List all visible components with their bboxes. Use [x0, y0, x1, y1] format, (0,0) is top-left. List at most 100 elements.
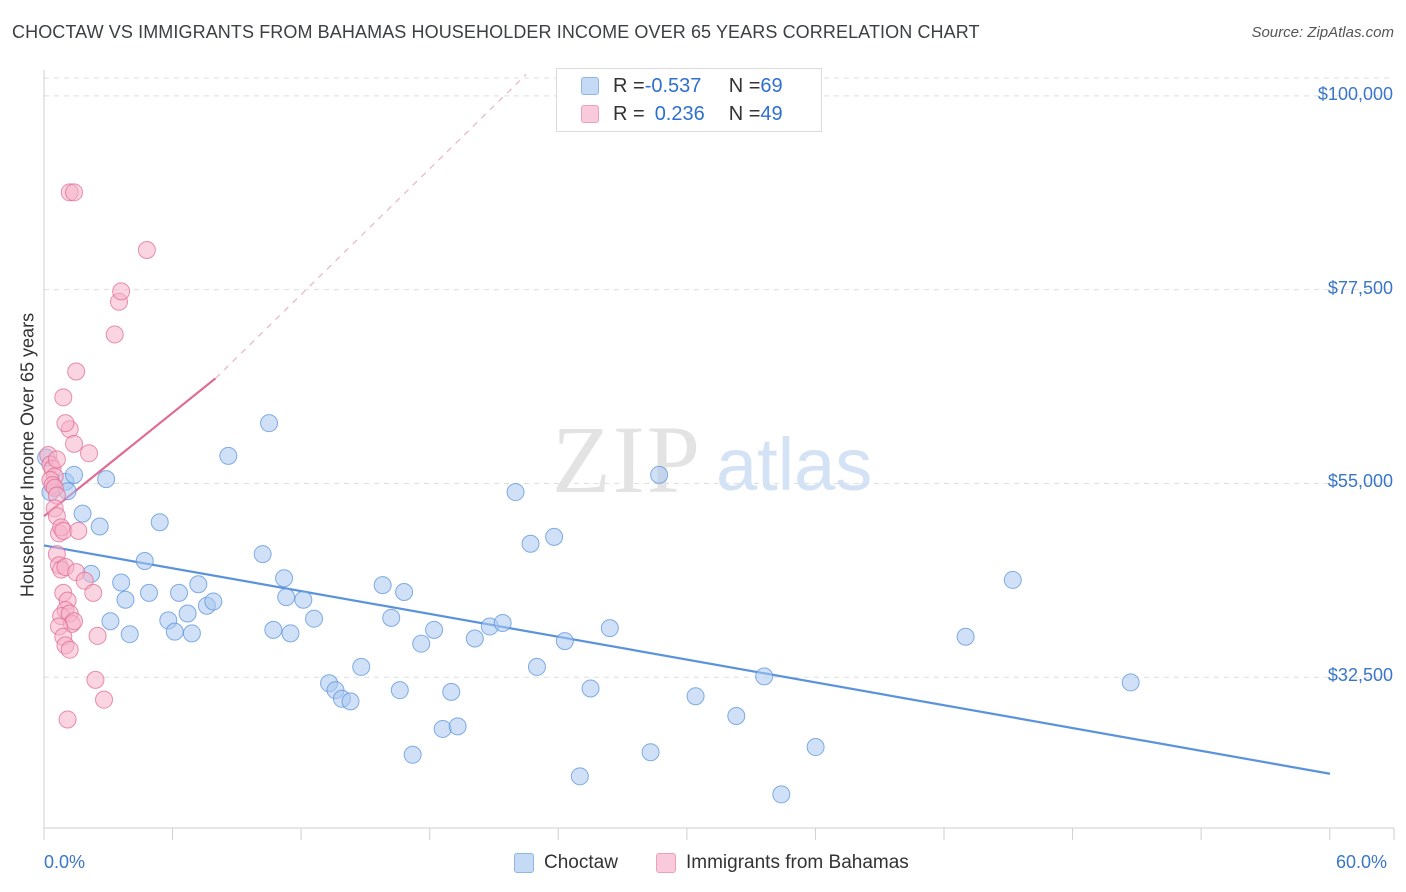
- point-choctaw: [101, 612, 120, 631]
- x-tick-label-min: 0.0%: [44, 852, 86, 872]
- point-choctaw: [1003, 570, 1022, 589]
- point-choctaw: [373, 576, 392, 595]
- legend-n-value: 69: [760, 74, 783, 97]
- point-choctaw: [600, 619, 619, 638]
- point-choctaw: [294, 590, 313, 609]
- point-choctaw: [521, 534, 540, 553]
- series-legend: Choctaw Immigrants from Bahamas: [0, 852, 1406, 878]
- point-bahamas: [65, 434, 84, 453]
- point-bahamas: [105, 325, 124, 344]
- point-choctaw: [412, 634, 431, 653]
- trend-line-0: [43, 544, 1331, 775]
- point-choctaw: [189, 575, 208, 594]
- grid-lines: [44, 77, 1394, 678]
- legend-swatch-choctaw: [514, 853, 534, 873]
- point-bahamas: [80, 444, 99, 463]
- point-choctaw: [465, 629, 484, 648]
- point-choctaw: [120, 625, 139, 644]
- legend-n-value: 49: [760, 102, 783, 125]
- point-bahamas: [65, 183, 84, 202]
- y-tick-label: $77,500: [1327, 277, 1393, 298]
- point-choctaw: [425, 620, 444, 639]
- point-choctaw: [281, 624, 300, 643]
- point-choctaw: [305, 609, 324, 628]
- point-choctaw: [755, 667, 774, 686]
- point-choctaw: [395, 582, 414, 601]
- trend-extension-1: [215, 73, 527, 379]
- point-bahamas: [58, 710, 77, 729]
- legend-row-bahamas: R = 0.236 N = 49: [581, 101, 783, 127]
- point-choctaw: [140, 583, 159, 602]
- point-choctaw: [545, 527, 564, 546]
- point-bahamas: [112, 282, 131, 301]
- point-bahamas: [54, 388, 73, 407]
- point-choctaw: [570, 767, 589, 786]
- data-points: [37, 183, 1140, 804]
- point-choctaw: [555, 632, 574, 651]
- point-bahamas: [88, 626, 107, 645]
- point-choctaw: [170, 583, 189, 602]
- point-choctaw: [97, 470, 116, 489]
- point-choctaw: [260, 414, 279, 433]
- correlation-legend: R = -0.537 N = 69 R = 0.236 N = 49: [556, 68, 822, 132]
- point-bahamas: [56, 414, 75, 433]
- point-choctaw: [956, 627, 975, 646]
- legend-swatch-bahamas: [581, 105, 599, 123]
- legend-n-label: N =: [728, 102, 761, 125]
- point-choctaw: [277, 588, 296, 607]
- point-choctaw: [204, 592, 223, 611]
- point-choctaw: [448, 717, 467, 736]
- point-bahamas: [65, 612, 84, 631]
- y-tick-label: $100,000: [1317, 83, 1393, 104]
- point-choctaw: [650, 465, 669, 484]
- legend-r-value: 0.236: [654, 102, 705, 125]
- point-choctaw: [264, 620, 283, 639]
- y-tick-label: $32,500: [1327, 665, 1393, 686]
- point-choctaw: [433, 719, 452, 738]
- point-choctaw: [150, 513, 169, 532]
- point-bahamas: [47, 450, 66, 469]
- point-choctaw: [341, 692, 360, 711]
- point-bahamas: [84, 583, 103, 602]
- chart-title: CHOCTAW VS IMMIGRANTS FROM BAHAMAS HOUSE…: [12, 22, 980, 42]
- y-axis-title: Householder Income Over 65 years: [17, 312, 38, 598]
- point-choctaw: [178, 604, 197, 623]
- point-choctaw: [182, 624, 201, 643]
- point-choctaw: [135, 551, 154, 570]
- legend-label-choctaw: Choctaw: [544, 852, 618, 873]
- point-choctaw: [253, 545, 272, 564]
- point-choctaw: [581, 679, 600, 698]
- point-choctaw: [493, 613, 512, 632]
- point-choctaw: [527, 657, 546, 676]
- legend-swatch-choctaw: [581, 77, 599, 95]
- legend-r-label: R =: [613, 102, 645, 125]
- point-bahamas: [69, 521, 88, 540]
- legend-swatch-bahamas: [656, 853, 676, 873]
- point-choctaw: [1121, 673, 1140, 692]
- legend-row-choctaw: R = -0.537 N = 69: [581, 73, 783, 99]
- point-choctaw: [806, 738, 825, 757]
- point-choctaw: [686, 687, 705, 706]
- point-bahamas: [86, 670, 105, 689]
- y-tick-label: $55,000: [1327, 471, 1393, 492]
- legend-r-label: R =: [613, 74, 645, 97]
- point-choctaw: [442, 682, 461, 701]
- watermark: ZIP atlas: [552, 406, 872, 513]
- point-choctaw: [116, 590, 135, 609]
- point-choctaw: [772, 785, 791, 804]
- point-bahamas: [54, 521, 73, 540]
- point-choctaw: [390, 681, 409, 700]
- watermark-zip: ZIP: [552, 406, 702, 513]
- legend-item-bahamas: Immigrants from Bahamas: [656, 852, 909, 874]
- point-choctaw: [219, 446, 238, 465]
- point-choctaw: [90, 517, 109, 536]
- legend-label-bahamas: Immigrants from Bahamas: [686, 852, 909, 873]
- point-choctaw: [506, 483, 525, 502]
- point-bahamas: [67, 362, 86, 381]
- point-choctaw: [727, 707, 746, 726]
- legend-r-value: -0.537: [644, 74, 702, 97]
- point-choctaw: [65, 465, 84, 484]
- point-choctaw: [112, 573, 131, 592]
- legend-item-choctaw: Choctaw: [514, 852, 618, 874]
- point-choctaw: [165, 622, 184, 641]
